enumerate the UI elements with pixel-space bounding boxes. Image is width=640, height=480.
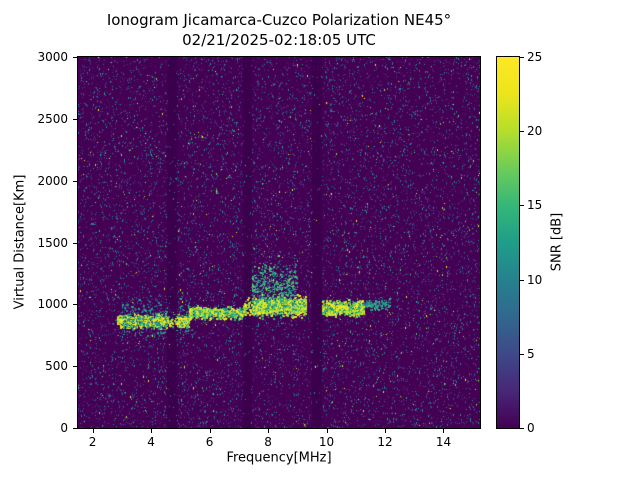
x-tick-label: 2 — [88, 435, 97, 449]
colorbar-tick — [520, 353, 524, 355]
colorbar — [496, 56, 520, 429]
colorbar-tick — [520, 57, 524, 58]
y-tick-label: 2500 — [37, 111, 68, 126]
y-tick — [73, 180, 77, 182]
colorbar-tick — [520, 428, 524, 429]
colorbar-gradient-canvas — [497, 57, 519, 428]
y-tick — [73, 242, 77, 244]
x-tick-label: 14 — [435, 435, 452, 449]
chart-subtitle: 02/21/2025-02:18:05 UTC — [182, 31, 376, 49]
colorbar-tick-label: 0 — [527, 421, 535, 435]
chart-title: Ionogram Jicamarca-Cuzco Polarization NE… — [106, 11, 452, 29]
plot-area — [77, 56, 481, 429]
colorbar-tick-label: 5 — [527, 346, 535, 361]
x-tick — [384, 429, 386, 433]
colorbar-tick-label: 25 — [527, 50, 543, 64]
x-tick-label: 10 — [318, 435, 335, 449]
colorbar-tick — [520, 279, 524, 281]
y-tick — [73, 57, 77, 58]
ionogram-heatmap-canvas — [78, 57, 480, 428]
colorbar-tick-label: 10 — [527, 272, 543, 287]
y-tick — [73, 118, 77, 120]
x-tick — [92, 429, 94, 433]
colorbar-tick-label: 20 — [527, 124, 543, 139]
x-tick-label: 4 — [147, 435, 155, 449]
y-tick — [73, 304, 77, 306]
y-tick-label: 0 — [60, 421, 68, 435]
y-tick-label: 2000 — [37, 173, 68, 188]
x-tick-label: 6 — [205, 435, 214, 449]
x-tick-label: 12 — [377, 435, 393, 449]
colorbar-tick — [520, 205, 524, 207]
y-axis-label: Virtual Distance[Km] — [12, 174, 28, 310]
y-tick-label: 1000 — [37, 297, 68, 312]
y-tick-label: 3000 — [37, 50, 68, 64]
x-tick — [268, 429, 270, 433]
colorbar-label: SNR [dB] — [549, 212, 565, 272]
x-tick — [326, 429, 328, 433]
y-tick-label: 500 — [45, 359, 68, 374]
x-axis-label: Frequency[MHz] — [226, 450, 332, 466]
colorbar-tick — [520, 131, 524, 133]
x-tick — [209, 429, 211, 433]
x-tick-label: 8 — [264, 435, 272, 449]
x-tick — [151, 429, 153, 433]
x-tick — [443, 429, 445, 433]
colorbar-tick-label: 15 — [527, 198, 543, 213]
y-tick — [73, 428, 77, 429]
y-tick — [73, 366, 77, 368]
y-tick-label: 1500 — [37, 235, 68, 250]
